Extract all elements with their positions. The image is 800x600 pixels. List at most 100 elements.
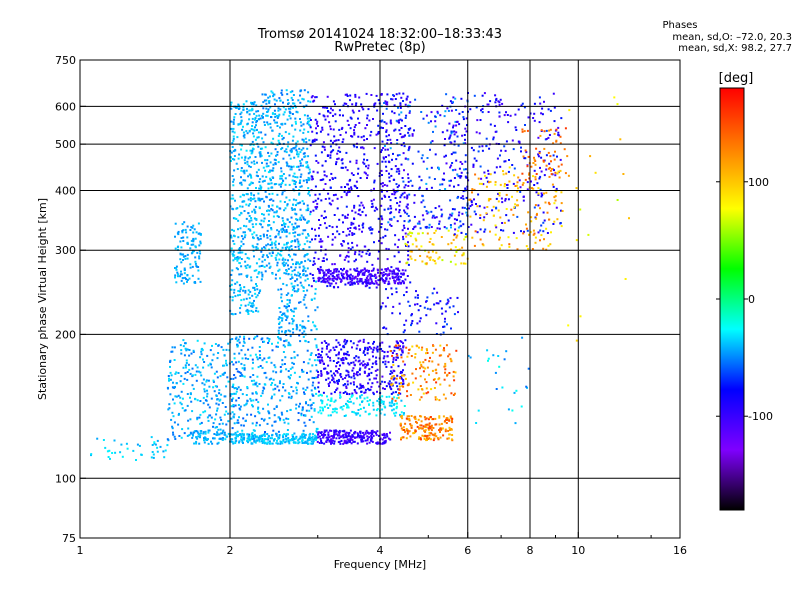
- scatter-point: [396, 374, 399, 377]
- scatter-point: [290, 240, 293, 243]
- scatter-point: [307, 315, 310, 318]
- scatter-point: [246, 122, 249, 125]
- scatter-point: [371, 362, 374, 365]
- scatter-point: [470, 201, 473, 204]
- scatter-point: [541, 194, 544, 196]
- scatter-point: [243, 224, 245, 227]
- scatter-point: [258, 346, 261, 348]
- scatter-point: [221, 432, 224, 435]
- scatter-point: [243, 159, 246, 162]
- scatter-point: [398, 154, 401, 156]
- scatter-point: [250, 442, 253, 445]
- scatter-point: [548, 134, 551, 136]
- scatter-point: [232, 127, 235, 130]
- scatter-point: [376, 368, 379, 371]
- scatter-point: [225, 362, 228, 365]
- scatter-point: [400, 272, 403, 275]
- scatter-point: [391, 110, 394, 113]
- scatter-point: [419, 427, 422, 430]
- scatter-point: [240, 183, 243, 186]
- scatter-point: [524, 124, 526, 126]
- scatter-point: [267, 403, 269, 406]
- scatter-point: [281, 182, 284, 184]
- scatter-point: [402, 345, 405, 348]
- scatter-point: [420, 179, 423, 182]
- scatter-point: [334, 399, 337, 402]
- scatter-point: [503, 221, 506, 224]
- scatter-point: [325, 226, 328, 229]
- scatter-point: [405, 291, 408, 293]
- scatter-point: [308, 436, 311, 438]
- scatter-point: [352, 144, 355, 147]
- scatter-point: [262, 441, 265, 444]
- scatter-point: [304, 270, 307, 273]
- scatter-point: [272, 370, 275, 373]
- scatter-point: [233, 352, 236, 355]
- scatter-point: [206, 395, 209, 398]
- scatter-point: [443, 320, 446, 323]
- scatter-point: [352, 411, 355, 414]
- scatter-point: [359, 430, 361, 433]
- scatter-point: [308, 439, 311, 442]
- scatter-point: [514, 126, 517, 129]
- scatter-point: [281, 93, 284, 96]
- scatter-point: [259, 117, 262, 120]
- scatter-point: [169, 365, 171, 368]
- scatter-point: [381, 182, 384, 185]
- scatter-point: [336, 434, 339, 437]
- scatter-point: [307, 404, 310, 407]
- scatter-point: [486, 180, 489, 183]
- scatter-point: [431, 216, 434, 219]
- scatter-point: [349, 340, 352, 343]
- scatter-point: [444, 420, 446, 423]
- scatter-point: [444, 430, 447, 433]
- scatter-point: [392, 375, 395, 377]
- scatter-point: [365, 172, 367, 175]
- scatter-point: [387, 154, 390, 157]
- scatter-point: [261, 366, 264, 369]
- scatter-point: [253, 231, 256, 234]
- scatter-point: [365, 270, 368, 272]
- scatter-point: [553, 196, 556, 199]
- scatter-point: [230, 312, 233, 315]
- scatter-point: [416, 425, 419, 428]
- scatter-point: [263, 121, 266, 124]
- scatter-point: [309, 404, 312, 407]
- scatter-point: [279, 250, 282, 253]
- scatter-point: [252, 383, 255, 386]
- scatter-point: [413, 416, 416, 419]
- scatter-point: [179, 401, 182, 404]
- scatter-point: [331, 272, 334, 275]
- scatter-point: [179, 275, 182, 278]
- scatter-point: [360, 280, 363, 283]
- scatter-point: [221, 430, 224, 433]
- scatter-point: [286, 241, 289, 244]
- scatter-point: [244, 162, 247, 165]
- scatter-point: [390, 392, 393, 395]
- scatter-point: [247, 358, 250, 360]
- scatter-point: [322, 434, 325, 436]
- scatter-point: [389, 431, 391, 434]
- scatter-point: [256, 120, 258, 122]
- scatter-point: [343, 276, 346, 279]
- scatter-point: [407, 233, 410, 236]
- scatter-point: [152, 453, 155, 456]
- scatter-point: [251, 117, 254, 120]
- scatter-point: [446, 302, 449, 305]
- scatter-point: [342, 359, 345, 361]
- scatter-point: [175, 265, 178, 268]
- scatter-point: [302, 248, 305, 250]
- scatter-point: [107, 456, 110, 458]
- scatter-point: [257, 136, 260, 139]
- scatter-point: [306, 204, 309, 207]
- scatter-point: [323, 106, 326, 109]
- scatter-point: [252, 246, 255, 249]
- scatter-point: [305, 409, 308, 412]
- scatter-point: [387, 382, 390, 385]
- scatter-point: [310, 442, 313, 445]
- scatter-point: [361, 386, 364, 389]
- scatter-point: [277, 329, 280, 332]
- scatter-point: [255, 356, 258, 359]
- scatter-point: [435, 398, 438, 401]
- scatter-point: [195, 370, 198, 373]
